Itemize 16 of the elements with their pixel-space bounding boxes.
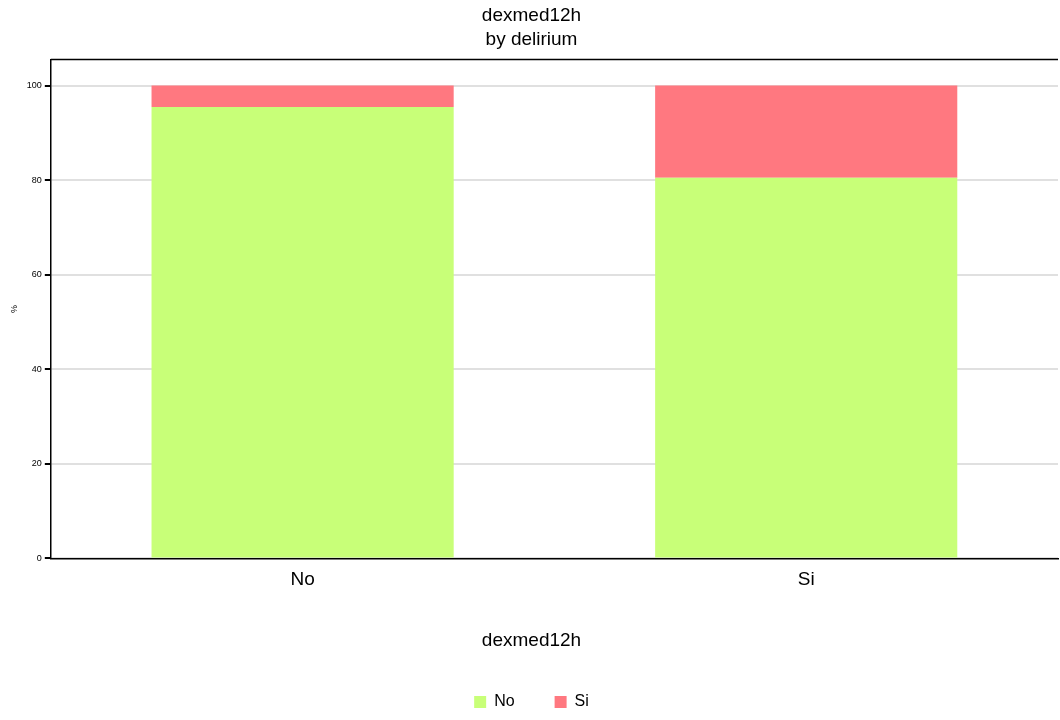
chart-title: dexmed12h	[481, 3, 582, 25]
chart-subtitle: by delirium	[485, 28, 578, 50]
bar	[151, 85, 454, 107]
y-tick-label: 20	[31, 458, 42, 469]
legend-label: No	[494, 692, 515, 710]
y-tick-label: 80	[31, 174, 42, 185]
legend-label: Si	[574, 692, 589, 710]
y-tick-label: 100	[26, 80, 42, 91]
y-tick-label: 60	[31, 269, 42, 280]
bar	[151, 106, 454, 558]
bar	[655, 85, 958, 178]
y-axis-title: %	[8, 304, 19, 314]
y-tick-label: 40	[31, 363, 42, 374]
legend-title: dexmed12h	[481, 628, 582, 650]
y-tick-label: 0	[36, 552, 42, 563]
bar	[655, 177, 958, 558]
